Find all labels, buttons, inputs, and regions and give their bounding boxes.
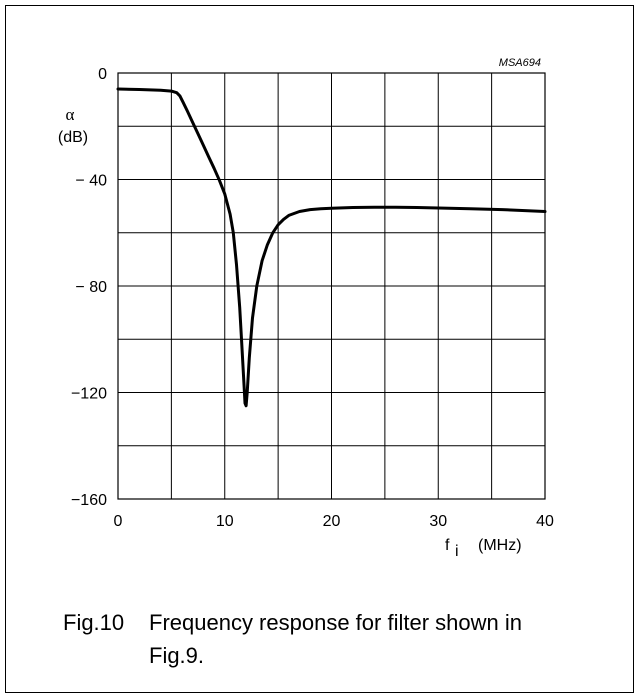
figure-code: MSA694 [499, 57, 541, 69]
x-tick-label: 10 [216, 513, 234, 530]
chart-grid [118, 73, 545, 499]
y-tick-labels: 0 − 40 − 80 −120 −160 [71, 66, 107, 509]
y-tick-label: − 40 [75, 173, 107, 190]
x-axis-subscript: i [455, 543, 459, 560]
y-tick-label: −120 [71, 386, 107, 403]
x-tick-labels: 0 10 20 30 40 [114, 513, 554, 530]
plot-area-border [117, 72, 546, 500]
x-tick-label: 20 [323, 513, 341, 530]
y-tick-label: −160 [71, 492, 107, 509]
y-tick-label: 0 [98, 66, 107, 83]
y-tick-label: − 80 [75, 279, 107, 296]
response-curve [116, 87, 547, 408]
y-axis-unit: (dB) [58, 129, 88, 146]
x-axis-unit: (MHz) [478, 537, 522, 554]
y-axis-symbol: α [66, 105, 75, 124]
x-tick-label: 30 [429, 513, 447, 530]
x-tick-label: 0 [114, 513, 123, 530]
figure-frame [5, 5, 634, 693]
caption-number: Fig.10 [63, 610, 125, 635]
x-tick-label: 40 [536, 513, 554, 530]
caption-text: Frequency response for filter shown in F… [149, 610, 522, 668]
x-axis-symbol: f [445, 537, 450, 554]
